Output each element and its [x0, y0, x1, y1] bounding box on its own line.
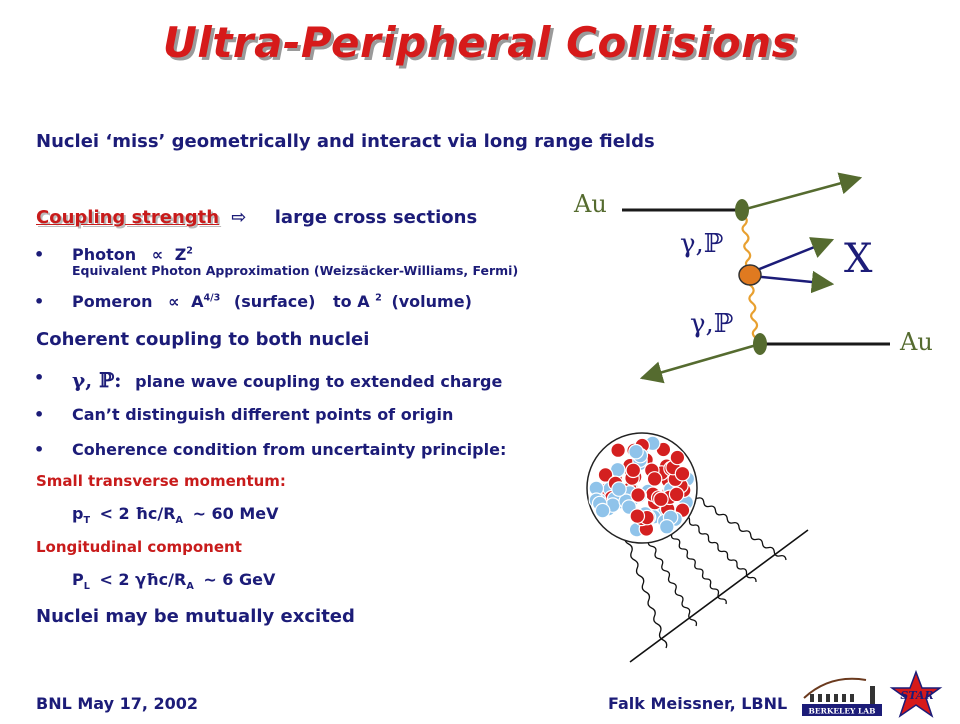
- proton: [668, 486, 685, 503]
- gamma-pomeron-symbol: γ, ℙ:: [72, 368, 122, 392]
- photon-exp: 2: [186, 245, 193, 257]
- photon-note: Equivalent Photon Approximation (Weizsäc…: [72, 263, 519, 278]
- neutron: [611, 481, 627, 497]
- pl-ra-sub: A: [186, 581, 194, 593]
- uncertainty-line: Coherence condition from uncertainty pri…: [72, 440, 506, 459]
- top-vertex: [735, 199, 749, 221]
- photon-wave: [691, 493, 787, 561]
- proton: [629, 508, 646, 524]
- exchange-top-label: γ,ℙ: [680, 229, 723, 259]
- pomeron-a: A: [191, 292, 204, 311]
- neutron: [628, 443, 644, 460]
- pt-sub: T: [83, 515, 90, 527]
- neutron: [659, 519, 675, 535]
- pomeron-to: to A: [333, 292, 370, 311]
- nucleus-illustration: [586, 432, 809, 663]
- pl-value: ~ 6 GeV: [203, 570, 276, 589]
- proton: [625, 462, 642, 479]
- collision-diagram: Au Au γ,ℙ γ,ℙ X: [573, 172, 933, 384]
- proton: [610, 442, 626, 458]
- bottom-vertex: [753, 333, 767, 355]
- proton: [669, 449, 686, 466]
- proton: [630, 487, 646, 503]
- berkeley-lab-logo: BERKELEY LAB: [800, 672, 884, 718]
- photon-z: Z: [174, 245, 187, 264]
- star-logo: STAR: [886, 669, 946, 720]
- svg-text:STAR: STAR: [900, 689, 933, 702]
- footer-left: BNL May 17, 2002: [36, 694, 199, 713]
- pt-symbol: p: [72, 504, 84, 523]
- longitudinal-label: Longitudinal component: [36, 538, 242, 556]
- coupling-label: Coupling strength: [36, 207, 220, 228]
- photon-wave: [679, 511, 757, 583]
- pl-relation: < 2 γħc/R: [99, 570, 187, 589]
- uncertainty-text: Coherence condition from uncertainty pri…: [72, 440, 507, 459]
- longitudinal-formula: PL < 2 γħc/RA ~ 6 GeV: [72, 570, 275, 592]
- right-arrow-icon: ⇨: [231, 207, 247, 228]
- pomeron-volume: (volume): [391, 292, 472, 311]
- pt-ra-sub: A: [175, 515, 183, 527]
- coupling-result: large cross sections: [274, 207, 478, 228]
- au-bottom-label: Au: [899, 328, 933, 356]
- proportional-icon: ∝: [168, 292, 180, 311]
- x-label: X: [844, 236, 873, 282]
- photon-wave: [663, 523, 727, 605]
- pt-value: ~ 60 MeV: [192, 504, 279, 523]
- slide-title: Ultra-Peripheral Collisions: [162, 18, 798, 67]
- proton: [597, 467, 614, 483]
- coherent-heading: Coherent coupling to both nuclei: [36, 329, 370, 350]
- proportional-icon: ∝: [151, 245, 164, 264]
- exchange-bottom-label: γ,ℙ: [690, 309, 733, 339]
- proton: [674, 465, 691, 482]
- photon-line: Photon ∝ Z2: [72, 245, 193, 264]
- neutron: [594, 502, 611, 519]
- pomeron-line: Pomeron ∝ A4/3 (surface) to A 2 (volume): [72, 292, 472, 311]
- au-top-label: Au: [573, 190, 607, 218]
- excited-text: Nuclei may be mutually excited: [36, 606, 355, 627]
- origin-text: Can’t distinguish different points of or…: [72, 405, 454, 424]
- central-vertex: [738, 264, 762, 286]
- projectile-line: [629, 529, 809, 663]
- pomeron-surface: (surface): [233, 292, 316, 311]
- gamma-pomeron-line: γ, ℙ: plane wave coupling to extended ch…: [72, 368, 502, 392]
- bottom-outgoing-arrow: [639, 342, 761, 384]
- transverse-formula: pT < 2 ħc/RA ~ 60 MeV: [72, 504, 279, 526]
- photon-name: Photon: [72, 245, 137, 264]
- pomeron-name: Pomeron: [72, 292, 153, 311]
- coupling-line: Coupling strength ⇨ large cross sections: [36, 207, 477, 228]
- intro-text: Nuclei ‘miss’ geometrically and interact…: [36, 131, 655, 152]
- proton: [646, 471, 663, 487]
- pl-sub: L: [83, 581, 90, 593]
- pomeron-exp: 4/3: [203, 292, 221, 304]
- photon-wave: [618, 519, 668, 649]
- pt-relation: < 2 ħc/R: [99, 504, 176, 523]
- top-outgoing-arrow: [741, 172, 863, 212]
- x-arrow-up: [751, 237, 835, 274]
- x-arrow-down: [751, 270, 835, 294]
- footer-right: Falk Meissner, LBNL: [608, 694, 788, 713]
- photon-wave: [640, 527, 698, 627]
- transverse-label: Small transverse momentum:: [36, 472, 286, 490]
- plane-wave-text: plane wave coupling to extended charge: [135, 372, 503, 391]
- pomeron-exp2: 2: [375, 292, 382, 304]
- origin-line: Can’t distinguish different points of or…: [72, 405, 453, 424]
- pl-symbol: P: [72, 570, 84, 589]
- proton: [653, 491, 669, 508]
- svg-text:BERKELEY LAB: BERKELEY LAB: [809, 707, 876, 716]
